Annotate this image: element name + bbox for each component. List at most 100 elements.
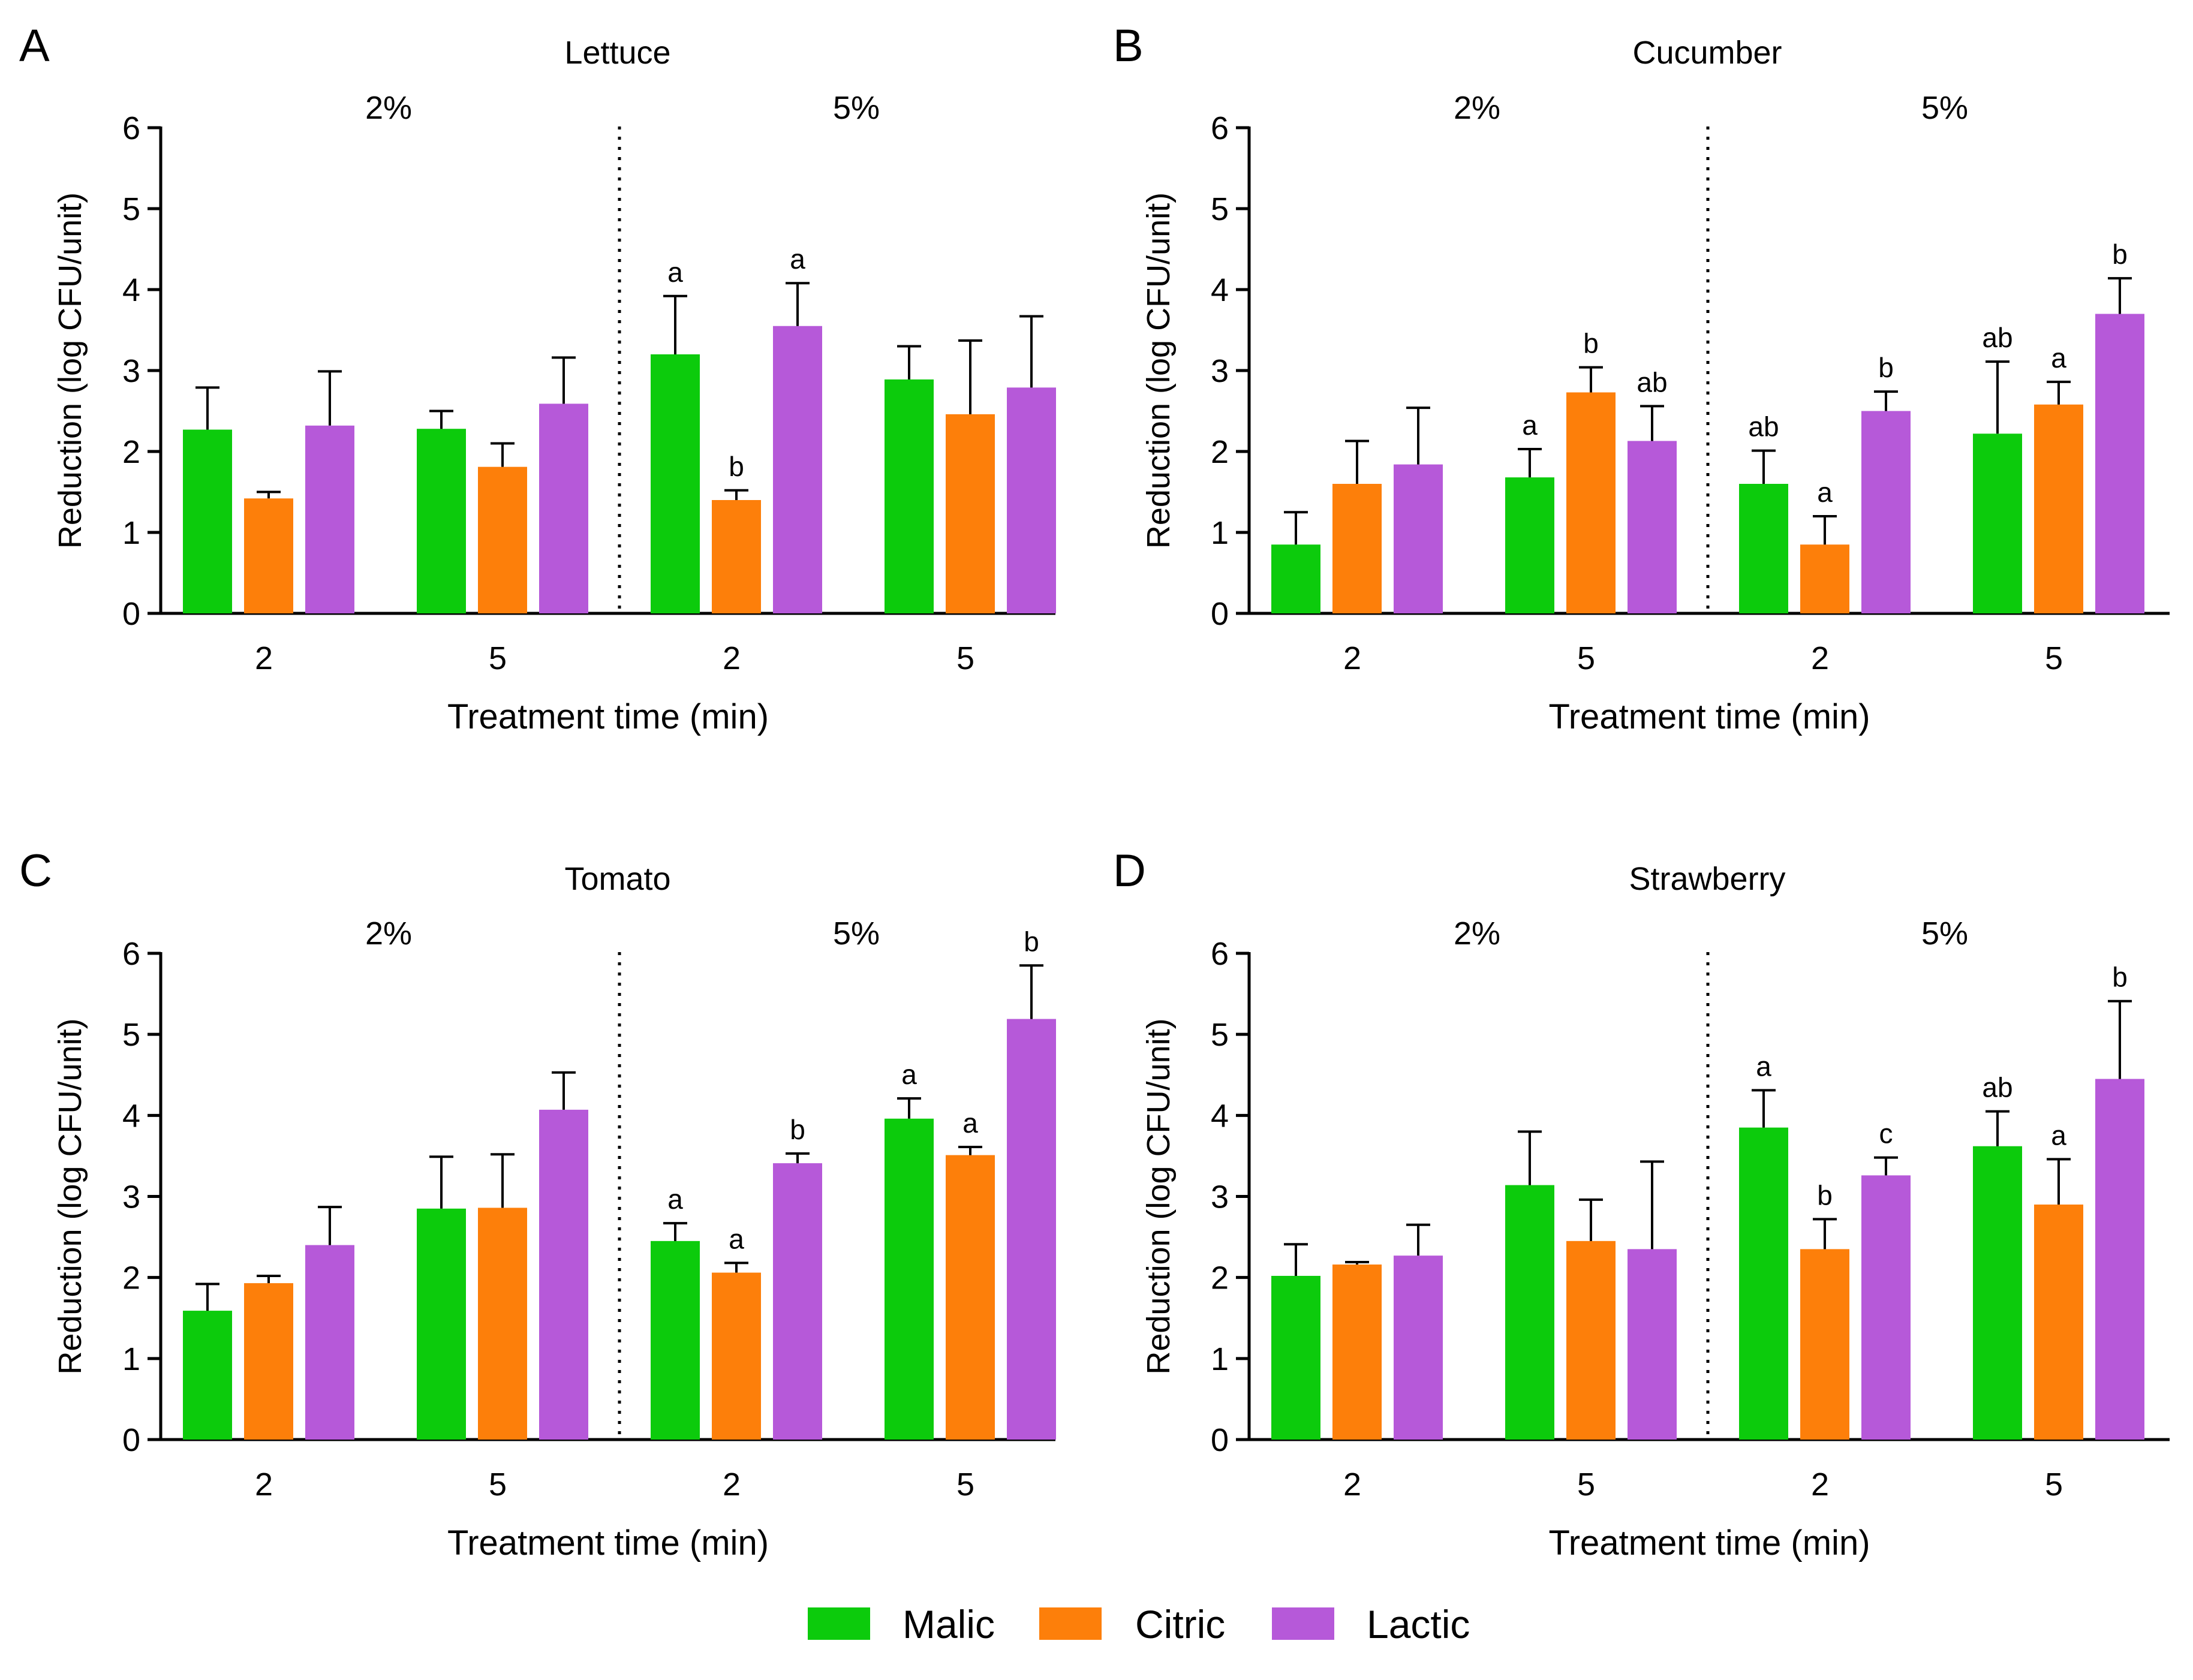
panel-d: D Strawberry 0 1 2 3 4 5 6 Reduction (log CFU/uni… [1113,845,2170,1562]
bar-lactic [773,326,822,613]
y-tick-label: 5 [122,1017,140,1053]
significance-label: ab [1637,366,1667,398]
significance-label: b [1817,1179,1833,1211]
y-tick-label: 3 [1211,1179,1229,1215]
error-bar [1579,366,1603,393]
significance-label: b [2112,962,2128,993]
bar-malic [1505,1185,1554,1440]
significance-label: b [2112,239,2128,270]
bar-malic [1739,1127,1788,1440]
y-tick-label: 6 [1211,110,1229,146]
significance-label: a [667,1184,683,1215]
x-axis-label: Treatment time (min) [1548,697,1870,736]
significance-label: a [2051,342,2066,374]
bar-malic [1271,1275,1320,1440]
panel-letter: B [1113,20,1144,71]
error-bar [429,410,453,429]
bar-lactic [1628,1249,1677,1440]
error-bar [1752,1089,1776,1128]
error-bar [195,386,219,430]
panel-title: Lettuce [564,35,670,71]
error-bar [257,490,281,499]
error-bar [724,489,748,500]
bar-lactic [305,1245,354,1440]
bar-lactic [1007,387,1056,613]
error-bar [1019,964,1043,1019]
y-tick-label: 4 [1211,1098,1229,1134]
bar-malic [651,354,700,613]
significance-label: a [962,1107,978,1139]
x-axis-label: Treatment time (min) [447,1524,769,1562]
group-label: 5% [833,90,880,126]
y-tick-label: 2 [1211,1260,1229,1296]
bar-lactic [1861,411,1911,613]
bar-malic [885,1118,934,1440]
y-tick-label: 5 [122,191,140,227]
bar-citric [2034,1205,2083,1440]
bar-lactic [773,1163,822,1440]
bar-citric [2034,404,2083,613]
error-bar [1986,1110,2010,1146]
y-tick-label: 1 [1211,515,1229,551]
error-bar [2108,999,2132,1079]
panel-title: Cucumber [1632,35,1782,71]
y-axis-label: Reduction (log CFU/unit) [1141,1018,1177,1374]
bar-citric [1566,1241,1616,1440]
x-tick-label: 2 [1811,1467,1829,1503]
error-bar [318,1206,342,1245]
y-tick-label: 2 [1211,434,1229,470]
bar-citric [712,500,761,613]
legend-label-malic: Malic [903,1602,995,1646]
error-bar [2108,277,2132,314]
x-tick-label: 2 [1343,640,1361,676]
bar-lactic [2095,314,2144,613]
y-tick-label: 6 [122,110,140,146]
x-tick-label: 2 [255,1467,273,1503]
bar-lactic [1007,1019,1056,1440]
significance-label: ab [1982,1072,2012,1103]
bar-lactic [1628,441,1677,613]
significance-label: b [790,1114,805,1145]
significance-label: a [901,1059,917,1090]
bar-malic [1973,1146,2022,1440]
bar-lactic [2095,1079,2144,1440]
y-axis-label: Reduction (log CFU/unit) [52,192,88,549]
significance-label: b [1024,926,1039,957]
bar-malic [1739,484,1788,613]
error-bar [318,370,342,426]
error-bar [2047,380,2071,405]
y-tick-label: 5 [1211,1017,1229,1053]
significance-label: ab [1748,411,1779,442]
error-bar [1345,439,1369,484]
error-bar [1019,315,1043,388]
panel-title: Tomato [564,861,670,897]
x-tick-label: 5 [489,1467,507,1503]
error-bar [1813,1218,1837,1250]
bar-citric [946,414,995,613]
panel-c: C Tomato 0 1 2 3 4 5 6 Reduction (log CFU/unit) Tr… [19,845,1056,1562]
legend-swatch-lactic [1272,1607,1334,1640]
significance-label: a [790,243,805,275]
x-tick-label: 2 [723,640,741,676]
legend: Malic Citric Lactic [808,1602,1470,1646]
y-tick-label: 3 [1211,353,1229,389]
y-tick-label: 2 [122,434,140,470]
error-bar [552,356,576,404]
error-bar [552,1071,576,1110]
error-bar [1579,1198,1603,1241]
bar-lactic [305,425,354,613]
significance-label: a [1756,1050,1771,1082]
y-tick-label: 1 [122,515,140,551]
bar-lactic [539,404,588,613]
y-tick-label: 5 [1211,191,1229,227]
significance-label: a [1817,477,1833,508]
panel-letter: A [19,20,50,71]
panel-letter: D [1113,845,1146,896]
group-label: 2% [1454,90,1500,126]
error-bar [724,1261,748,1273]
error-bar [786,1152,810,1164]
chart-panels: A Lettuce 0 1 2 3 4 5 6 Reduction (log CFU/unit) T… [19,20,2170,1562]
panel-b: B Cucumber 0 1 2 3 4 5 6 Reduction (log CFU/unit)… [1113,20,2170,736]
error-bar [958,1146,982,1155]
